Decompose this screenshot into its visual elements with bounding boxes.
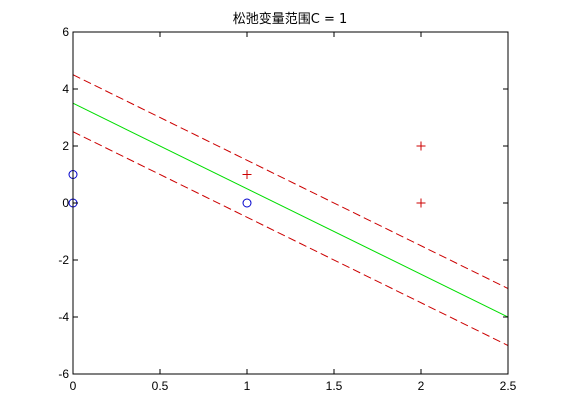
plot-area	[73, 32, 508, 374]
plot-frame	[72, 31, 509, 375]
lines-layer	[73, 74, 508, 346]
chart-title: 松弛变量范围C = 1	[233, 11, 348, 27]
y-tick-label: 4	[62, 82, 69, 96]
y-tick-label: -4	[58, 310, 69, 324]
plus-point	[416, 198, 426, 208]
y-tick-label: 0	[62, 196, 69, 210]
circle-point	[242, 198, 252, 208]
y-tick-label: 2	[62, 139, 69, 153]
plus-point	[242, 170, 252, 179]
plus-point	[416, 141, 426, 151]
x-tick-label: 2	[418, 379, 425, 393]
decision-boundary-line	[73, 102, 508, 318]
x-tick-label: 0.5	[152, 379, 169, 393]
y-tick-label: -2	[58, 253, 69, 267]
x-tick-label: 1	[244, 379, 251, 393]
lower-margin-line	[73, 131, 508, 346]
upper-margin-line	[73, 74, 508, 289]
x-tick-label: 1.5	[326, 379, 343, 393]
y-tick-label: 6	[62, 25, 69, 39]
y-tick-label: -6	[58, 367, 69, 381]
x-tick-label: 0	[70, 379, 77, 393]
x-tick-label: 2.5	[500, 379, 517, 393]
